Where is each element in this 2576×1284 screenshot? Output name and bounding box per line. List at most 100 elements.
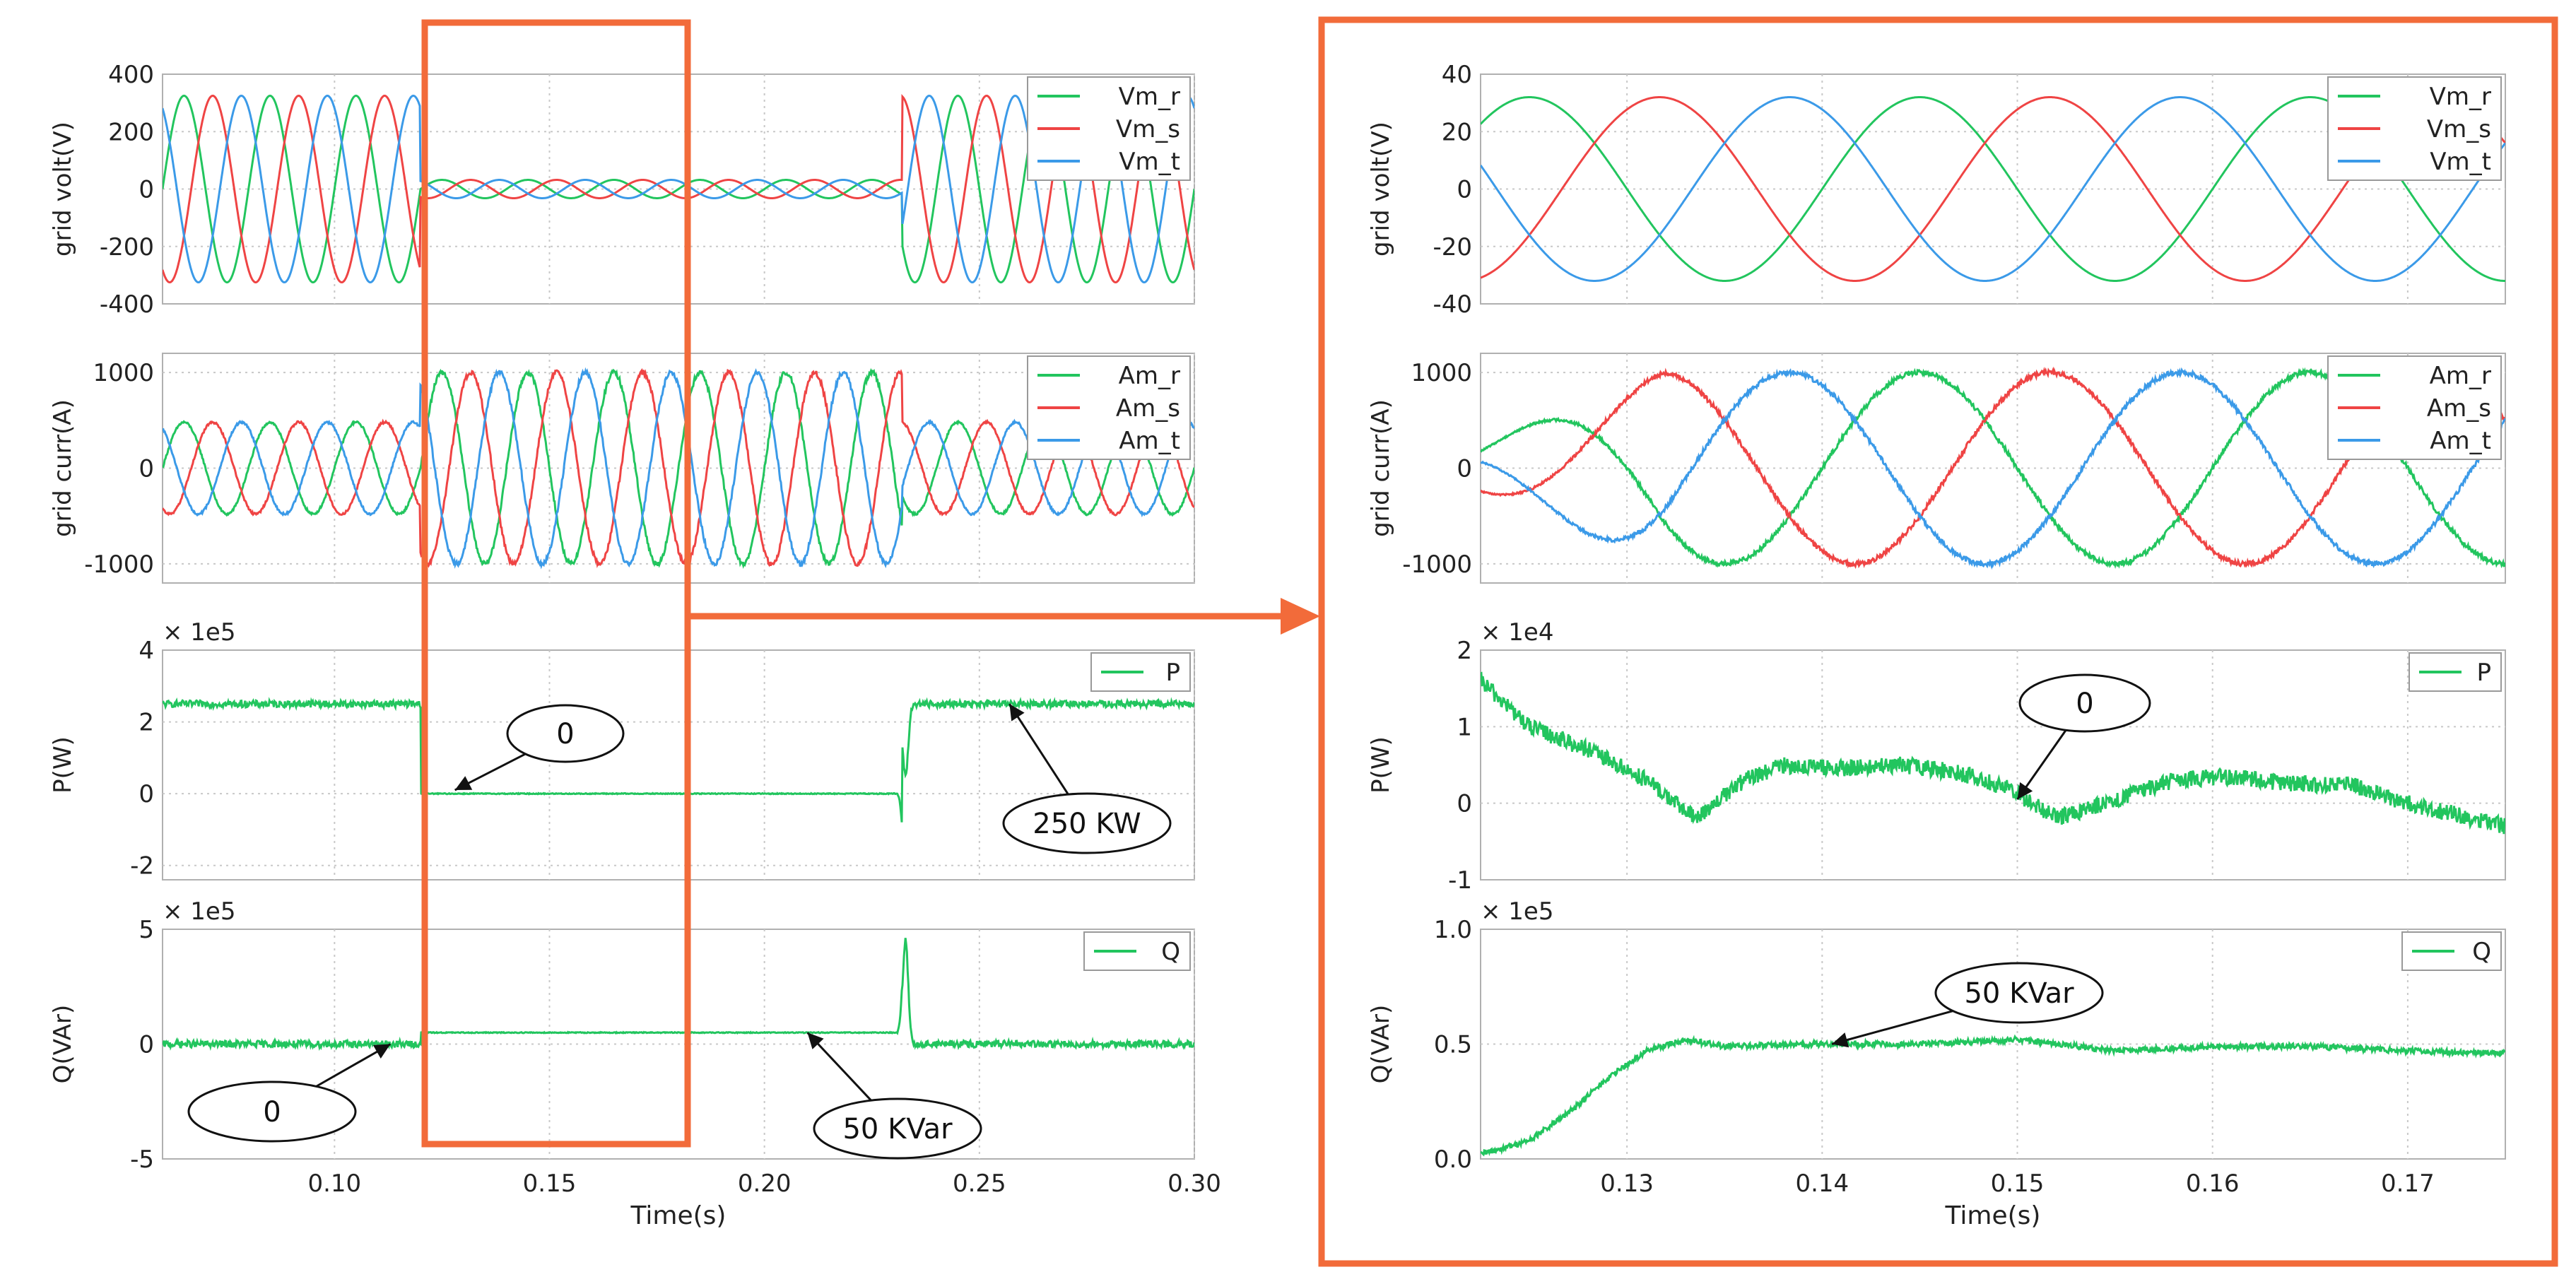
y-tick-label: -2: [130, 852, 154, 880]
legend-label: Am_s: [2427, 394, 2491, 423]
x-tick-label: 0.17: [2381, 1170, 2435, 1198]
legend: Q: [2401, 931, 2502, 971]
legend-label: Vm_t: [2430, 148, 2491, 176]
y-tick-label: -40: [1433, 290, 1472, 319]
annotation-label: 50 KVar: [1964, 977, 2074, 1010]
legend-label: Am_r: [2430, 362, 2491, 390]
y-tick-label: -400: [100, 290, 154, 319]
legend-label: Am_t: [1119, 427, 1180, 455]
series-line-am-t: [1481, 367, 2505, 570]
y-tick-label: -1000: [1402, 550, 1472, 579]
x-tick-label: 0.10: [307, 1170, 361, 1198]
legend-label: Am_r: [1119, 362, 1180, 390]
series-line-am-s: [1481, 366, 2505, 570]
y-axis-label: grid volt(V): [49, 122, 77, 257]
x-tick-label: 0.30: [1168, 1170, 1221, 1198]
annotation-arrowhead: [1832, 1032, 1849, 1048]
annotation-label: 0: [556, 718, 574, 750]
legend: Am_r Am_s Am_t: [2327, 355, 2502, 460]
y-axis-label: grid curr(A): [1367, 399, 1395, 537]
x-tick-label: 0.15: [1991, 1170, 2045, 1198]
annotation-callout: 250 KW: [1002, 703, 1172, 854]
series-group: [163, 93, 1194, 284]
annotation-callout: 50 KVar: [806, 1032, 982, 1160]
y-tick-label: 0: [139, 176, 154, 204]
x-tick-label: 0.13: [1600, 1170, 1654, 1198]
zoom-overlay: [421, 16, 2558, 1267]
axis-multiplier: × 1e5: [163, 618, 235, 647]
annotation-bubble: [187, 1080, 357, 1143]
y-axis-label: Q(VAr): [49, 1005, 77, 1084]
annotation-callout: 0: [2016, 673, 2151, 801]
chart-r3: 2 1 0 -1 P(W) × 1e4 P 0: [1367, 618, 2506, 895]
y-tick-label: -1000: [84, 550, 154, 579]
y-tick-label: 2: [1457, 637, 1472, 665]
chart-r4: 1.0 0.5 0.0 Q(VAr) × 1e5 0.13 0.14 0.15 0.16 0.17…: [1367, 897, 2506, 1230]
y-tick-label: 0.5: [1434, 1031, 1472, 1059]
legend-label: P: [1165, 659, 1180, 687]
annotation-label: 0: [263, 1096, 281, 1129]
legend: P: [2409, 652, 2502, 692]
x-tick-label: 0.16: [2186, 1170, 2240, 1198]
y-axis-label: grid volt(V): [1367, 122, 1395, 257]
x-axis-label: Time(s): [1945, 1201, 2041, 1230]
legend-label: Vm_s: [2427, 115, 2491, 143]
y-tick-label: 1000: [1411, 359, 1472, 387]
chart-r1: 40 20 0 -20 -40 grid volt(V) Vm_r Vm_s Vm_t: [1367, 61, 2506, 319]
legend: Vm_r Vm_s Vm_t: [1027, 76, 1191, 181]
y-tick-label: 0: [1457, 176, 1472, 204]
y-tick-label: 20: [1442, 118, 1472, 146]
y-tick-label: 4: [139, 637, 154, 665]
legend-label: Q: [2472, 938, 2491, 966]
x-tick-label: 0.25: [953, 1170, 1006, 1198]
series-line-vm-r: [163, 94, 1194, 284]
zoom-panel-frame: [1318, 16, 2558, 1267]
series-line-vm-t: [1481, 96, 2505, 282]
plot-frame: [1480, 649, 2506, 880]
series-line-vm-s: [1481, 96, 2505, 282]
series-line-am-t: [163, 367, 1194, 570]
series-line-vm-t: [163, 94, 1194, 284]
annotation-callout: 50 KVar: [1831, 962, 2104, 1048]
series-group: [163, 697, 1194, 823]
y-tick-label: 1: [1457, 713, 1472, 741]
annotation-label: 250 KW: [1033, 808, 1141, 840]
y-tick-label: 1000: [93, 359, 154, 387]
annotation-label: 0: [2076, 688, 2093, 720]
annotation-label: 50 KVar: [842, 1113, 953, 1145]
annotation-bubble: [2018, 673, 2151, 733]
annotation-arrow: [1831, 1010, 1953, 1045]
chart-l3: 4 2 0 -2 P(W) × 1e5 P 0 250 KW: [49, 618, 1195, 880]
y-tick-label: 400: [108, 61, 154, 89]
y-tick-label: 2: [139, 709, 154, 737]
legend: Am_r Am_s Am_t: [1027, 355, 1191, 460]
series-line-q: [163, 938, 1194, 1052]
axis-multiplier: × 1e5: [163, 897, 235, 926]
x-tick-label: 0.20: [738, 1170, 792, 1198]
annotation-arrowhead: [807, 1032, 824, 1049]
x-tick-label: 0.14: [1795, 1170, 1849, 1198]
y-tick-label: 0: [139, 455, 154, 483]
legend: P: [1090, 652, 1191, 692]
x-tick-label: 0.15: [523, 1170, 577, 1198]
legend: Vm_r Vm_s Vm_t: [2327, 76, 2502, 181]
y-tick-label: 0: [1457, 455, 1472, 483]
legend-label: P: [2476, 659, 2491, 687]
y-tick-label: 200: [108, 118, 154, 146]
y-axis-label: grid curr(A): [49, 399, 77, 537]
y-axis-label: Q(VAr): [1367, 1005, 1395, 1084]
series-group: [1481, 671, 2505, 835]
annotation-arrowhead: [1009, 704, 1025, 721]
annotation-bubble: [1002, 792, 1172, 854]
series-group: [1481, 1034, 2505, 1157]
y-tick-label: 1.0: [1434, 916, 1472, 944]
annotation-callout: 0: [187, 1043, 392, 1143]
annotation-arrowhead: [372, 1044, 391, 1059]
annotation-bubble: [506, 704, 625, 763]
annotation-callout: 0: [454, 704, 625, 791]
legend-label: Vm_s: [1116, 115, 1180, 143]
